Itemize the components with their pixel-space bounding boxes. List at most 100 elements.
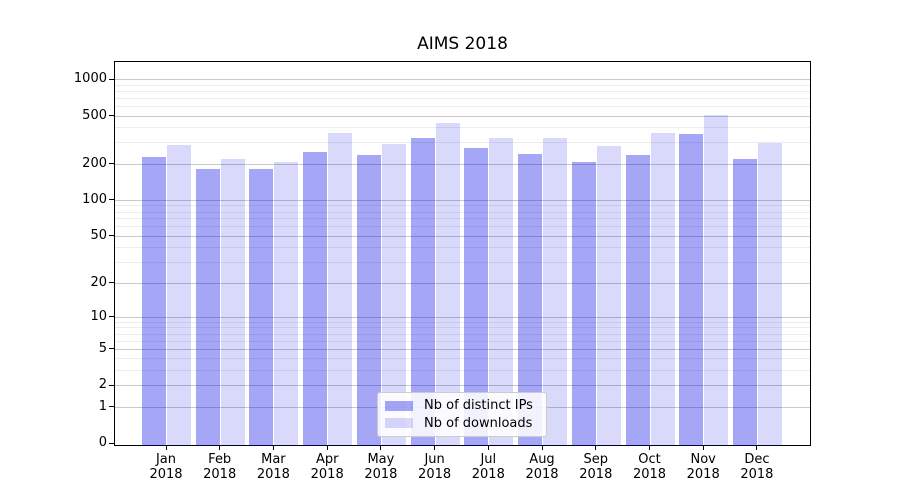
x-tick-label: Dec 2018 [740,452,774,482]
y-tick-mark [109,199,114,201]
y-tick-mark [109,442,114,444]
gridline-major [115,163,810,165]
plot-area [114,61,811,446]
gridline-minor [115,327,810,329]
bar-downloads [596,146,621,446]
x-tick-label: Mar 2018 [256,452,290,482]
x-tick-mark [541,446,543,450]
x-tick-label: Apr 2018 [310,452,344,482]
gridline-minor [115,211,810,213]
x-tick-label: Jul 2018 [471,452,505,482]
bar-downloads [220,158,245,446]
gridline-major [115,316,810,318]
gridline-minor [115,340,810,342]
bar-distinct-ips [303,151,328,446]
x-tick-mark [434,446,436,450]
bar-distinct-ips [679,134,704,446]
gridline-minor [115,127,810,129]
y-tick-label: 2 [98,377,107,393]
gridline-minor [115,142,810,144]
y-tick-label: 200 [82,155,107,171]
x-tick-label: Sep 2018 [579,452,613,482]
bar-downloads [543,137,567,446]
bar-distinct-ips [195,169,220,446]
y-tick-label: 1 [98,398,107,414]
y-tick-mark [109,316,114,318]
x-tick-label: Jan 2018 [149,452,183,482]
x-tick-label: Jun 2018 [418,452,452,482]
gridline-minor [115,226,810,228]
x-tick-mark [702,446,704,450]
bar-downloads [328,133,353,446]
bar-distinct-ips [249,169,274,446]
bar-distinct-ips [732,158,757,446]
x-tick-label: May 2018 [364,452,398,482]
y-tick-label: 500 [82,107,107,123]
legend-label-downloads: Nb of downloads [424,415,533,431]
gridline-minor [115,90,810,92]
y-tick-mark [109,78,114,80]
y-tick-mark [109,282,114,284]
gridline-minor [115,97,810,99]
legend-label-distinct-ips: Nb of distinct IPs [424,398,533,414]
legend-swatch-downloads [385,418,413,429]
bar-distinct-ips [142,156,166,446]
x-tick-mark [380,446,382,450]
x-tick-mark [272,446,274,450]
x-tick-mark [326,446,328,450]
x-tick-label: Nov 2018 [686,452,720,482]
gridline-minor [115,321,810,323]
y-tick-mark [109,384,114,386]
bar-downloads [650,133,675,446]
bar-distinct-ips [571,161,596,446]
x-tick-mark [165,446,167,450]
y-tick-mark [109,115,114,116]
y-tick-label: 0 [98,435,107,450]
bar-distinct-ips [356,154,381,446]
gridline-major [115,235,810,237]
y-tick-mark [109,348,114,350]
gridline-major [115,348,810,350]
y-tick-label: 20 [90,274,107,290]
gridline-minor [115,247,810,249]
gridline-minor [115,218,810,220]
y-tick-label: 5 [98,340,107,356]
bar-downloads [274,161,299,446]
gridline-minor [115,358,810,360]
gridline-minor [115,84,810,86]
gridline-major [115,282,810,284]
gridline-minor [115,333,810,335]
gridline-minor [115,105,810,107]
y-tick-label: 100 [82,191,107,207]
x-tick-mark [219,446,221,450]
x-tick-label: Feb 2018 [203,452,237,482]
gridline-minor [115,370,810,371]
gridline-major [115,115,810,117]
x-tick-mark [649,446,650,450]
gridline-major [115,199,810,201]
x-tick-mark [595,446,597,450]
y-tick-label: 1000 [73,71,107,86]
legend-item-downloads: Nb of downloads [385,415,538,433]
x-tick-label: Aug 2018 [525,452,559,482]
gridline-major [115,79,810,80]
bar-downloads [704,115,729,446]
x-tick-mark [756,446,758,450]
y-tick-label: 50 [90,227,107,243]
y-tick-mark [109,163,114,165]
x-tick-label: Oct 2018 [632,452,667,482]
y-tick-mark [109,235,114,237]
gridline-minor [115,262,810,264]
chart-title: AIMS 2018 [417,34,508,54]
gridline-minor [115,205,810,207]
legend: Nb of distinct IPs Nb of downloads [377,392,547,437]
legend-item-distinct-ips: Nb of distinct IPs [385,397,538,415]
bar-downloads [757,142,782,446]
gridline-major [115,385,810,387]
bar-distinct-ips [625,154,650,446]
y-tick-mark [109,406,114,407]
legend-swatch-distinct-ips [385,400,413,411]
bar-downloads [167,145,191,446]
x-tick-mark [487,446,489,450]
